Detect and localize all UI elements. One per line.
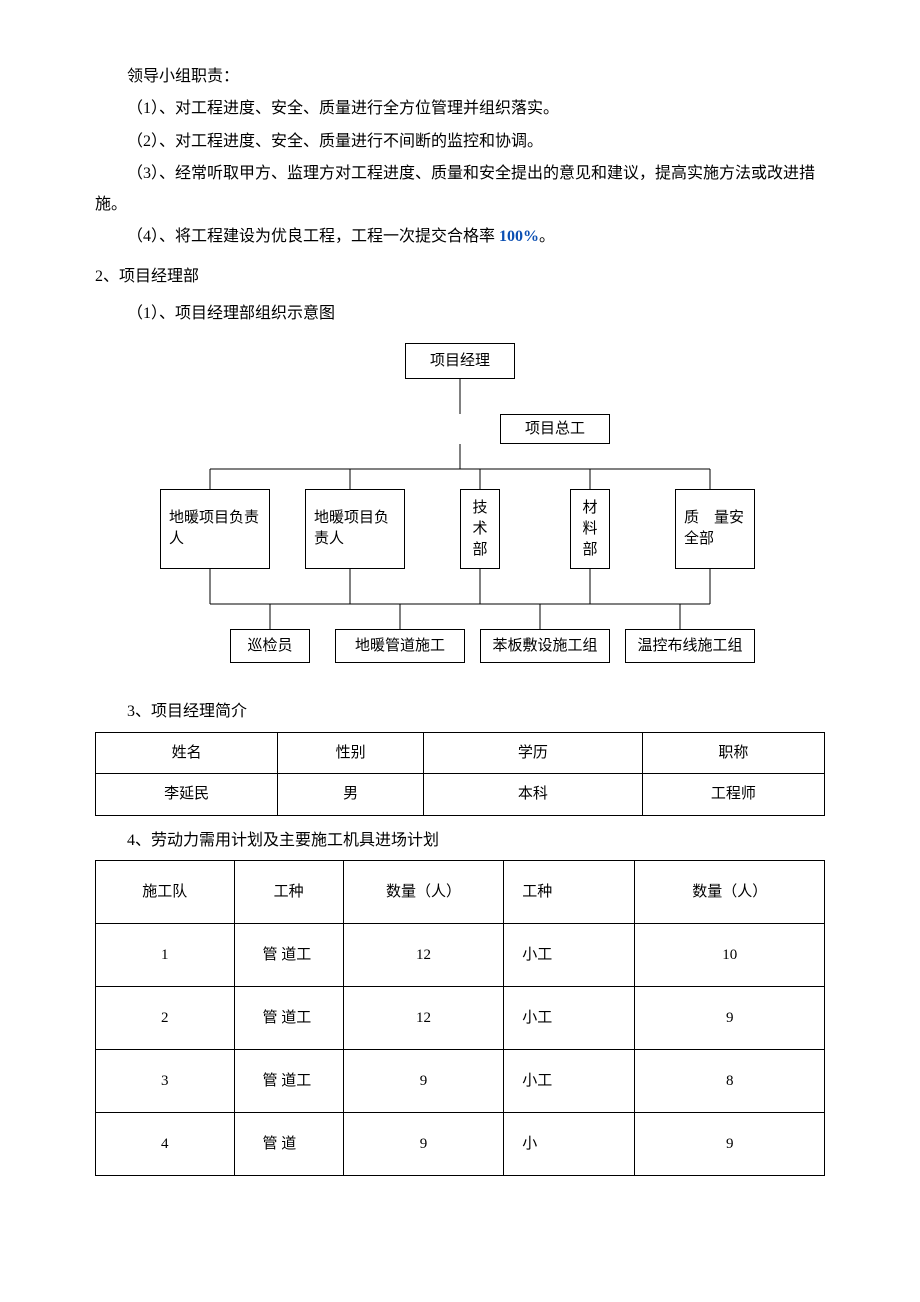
lr1-0: 1 bbox=[96, 923, 235, 986]
lr2-2: 12 bbox=[343, 986, 503, 1049]
lr4-3: 小 bbox=[504, 1112, 635, 1175]
mgr-h-0: 姓名 bbox=[96, 732, 278, 774]
intro-item-1: （1）、对工程进度、安全、质量进行全方位管理并组织落实。 bbox=[95, 94, 825, 124]
intro-item-3: （3）、经常听取甲方、监理方对工程进度、质量和安全提出的意见和建议，提高实施方法… bbox=[95, 159, 825, 220]
lr3-1: 管 道工 bbox=[234, 1049, 343, 1112]
labor-row-2: 2 管 道工 12 小工 9 bbox=[96, 986, 825, 1049]
labor-header-row: 施工队 工种 数量（人） 工种 数量（人） bbox=[96, 860, 825, 923]
intro-item-4-prefix: （4）、将工程建设为优良工程，工程一次提交合格率 bbox=[127, 228, 499, 245]
labor-table: 施工队 工种 数量（人） 工种 数量（人） 1 管 道工 12 小工 10 2 … bbox=[95, 860, 825, 1176]
intro-item-4-suffix: 。 bbox=[539, 228, 555, 245]
section-2-sub1: （1）、项目经理部组织示意图 bbox=[95, 299, 825, 329]
org-node-row3-3: 温控布线施工组 bbox=[625, 629, 755, 663]
labor-row-1: 1 管 道工 12 小工 10 bbox=[96, 923, 825, 986]
org-node-row2-0: 地暖项目负责人 bbox=[160, 489, 270, 569]
intro-item-2: （2）、对工程进度、安全、质量进行不间断的监控和协调。 bbox=[95, 127, 825, 157]
lr1-1: 管 道工 bbox=[234, 923, 343, 986]
section-2-title: 2、项目经理部 bbox=[95, 262, 825, 292]
org-node-row2-4: 质 量安 全部 bbox=[675, 489, 755, 569]
lh-2: 数量（人） bbox=[343, 860, 503, 923]
intro-item-3-text: （3）、经常听取甲方、监理方对工程进度、质量和安全提出的意见和建议，提高实施方法… bbox=[95, 165, 815, 212]
mgr-h-2: 学历 bbox=[424, 732, 643, 774]
lh-3: 工种 bbox=[504, 860, 635, 923]
lr3-3: 小工 bbox=[504, 1049, 635, 1112]
mgr-h-3: 职称 bbox=[642, 732, 824, 774]
lr1-2: 12 bbox=[343, 923, 503, 986]
lr1-4: 10 bbox=[635, 923, 825, 986]
intro-heading: 领导小组职责： bbox=[95, 62, 825, 92]
labor-row-3: 3 管 道工 9 小工 8 bbox=[96, 1049, 825, 1112]
lr2-4: 9 bbox=[635, 986, 825, 1049]
lh-0: 施工队 bbox=[96, 860, 235, 923]
lr2-0: 2 bbox=[96, 986, 235, 1049]
mgr-r-3: 工程师 bbox=[642, 774, 824, 816]
org-node-row3-0: 巡检员 bbox=[230, 629, 310, 663]
lh-1: 工种 bbox=[234, 860, 343, 923]
intro-item-4: （4）、将工程建设为优良工程，工程一次提交合格率 100%。 bbox=[95, 222, 825, 252]
lr4-1: 管 道 bbox=[234, 1112, 343, 1175]
org-node-row2-2: 技术部 bbox=[460, 489, 500, 569]
org-chart: 项目经理 项目总工 地暖项目负责人 地暖项目负责人 技术部 材料部 质 量安 全… bbox=[150, 339, 770, 689]
lr3-0: 3 bbox=[96, 1049, 235, 1112]
org-node-row3-2: 苯板敷设施工组 bbox=[480, 629, 610, 663]
org-node-row2-3: 材料部 bbox=[570, 489, 610, 569]
lr4-0: 4 bbox=[96, 1112, 235, 1175]
section-3-title: 3、项目经理简介 bbox=[95, 697, 825, 727]
mgr-r-2: 本科 bbox=[424, 774, 643, 816]
mgr-r-1: 男 bbox=[278, 774, 424, 816]
intro-item-4-highlight: 100% bbox=[499, 228, 539, 245]
manager-table: 姓名 性别 学历 职称 李延民 男 本科 工程师 bbox=[95, 732, 825, 816]
mgr-h-1: 性别 bbox=[278, 732, 424, 774]
labor-row-4: 4 管 道 9 小 9 bbox=[96, 1112, 825, 1175]
lr2-3: 小工 bbox=[504, 986, 635, 1049]
org-node-row2-1: 地暖项目负责人 bbox=[305, 489, 405, 569]
lr2-1: 管 道工 bbox=[234, 986, 343, 1049]
section-4-title: 4、劳动力需用计划及主要施工机具进场计划 bbox=[95, 826, 825, 856]
lh-4: 数量（人） bbox=[635, 860, 825, 923]
org-node-row3-1: 地暖管道施工 bbox=[335, 629, 465, 663]
mgr-r-0: 李延民 bbox=[96, 774, 278, 816]
lr4-4: 9 bbox=[635, 1112, 825, 1175]
lr3-4: 8 bbox=[635, 1049, 825, 1112]
lr1-3: 小工 bbox=[504, 923, 635, 986]
lr4-2: 9 bbox=[343, 1112, 503, 1175]
org-node-vice: 项目总工 bbox=[500, 414, 610, 444]
lr3-2: 9 bbox=[343, 1049, 503, 1112]
org-node-top: 项目经理 bbox=[405, 343, 515, 379]
